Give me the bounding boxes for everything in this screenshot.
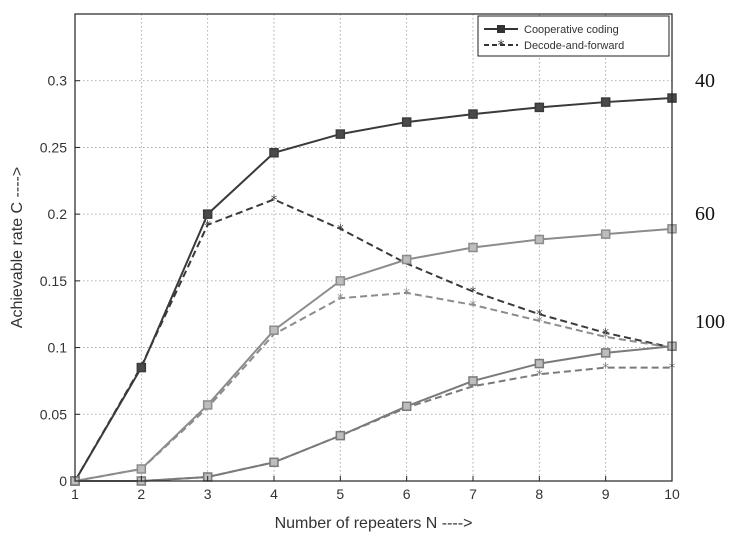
x-tick-label: 7 [469,486,477,502]
marker-cooperative-40 [468,109,478,119]
marker-cooperative-100 [401,401,412,412]
y-tick-label: 0.25 [40,139,67,155]
legend-box [477,15,670,57]
marker-cooperative-40 [534,102,545,113]
marker-cooperative-60 [202,400,213,410]
marker-cooperative-60 [468,242,478,253]
y-axis-label: Achievable rate C ----> [9,167,26,328]
marker-decode-forward-60: * [602,331,609,346]
marker-decode-forward-40: * [470,286,477,301]
marker-decode-forward-60: * [337,292,344,307]
x-tick-label: 4 [270,486,278,502]
series-cooperative-40 [74,97,673,482]
y-tick-label: 0.3 [48,73,68,89]
y-tick-label: 0.15 [40,273,67,289]
group-label-40: 40 [695,70,715,92]
marker-decode-forward-100: * [536,368,543,383]
marker-cooperative-40 [269,148,279,158]
series-cooperative-100 [75,345,673,482]
marker-decode-forward-100: * [602,362,609,377]
legend-marker-star: * [498,38,505,54]
group-label-100: 100 [695,311,725,333]
x-tick-label: 8 [535,486,543,502]
legend-label-cooperative: Cooperative coding [524,24,619,36]
x-tick-label: 1 [71,486,79,502]
series-cooperative-60 [74,227,673,482]
tick-layer: 1 2 3 4 5 6 7 8 9 10 0 0.05 0.1 0.15 0.2 0.25 0.3 [40,73,680,502]
legend-label-decode-forward: Decode-and-forward [524,40,624,52]
marker-cooperative-100 [269,457,279,468]
marker-cooperative-60 [269,325,279,335]
series-layer: ****************************** [70,93,677,490]
marker-cooperative-40 [401,117,412,127]
marker-decode-forward-40: * [204,219,211,234]
marker-cooperative-40 [335,129,346,139]
marker-cooperative-60 [335,276,346,286]
marker-decode-forward-40: * [536,308,543,323]
marker-decode-forward-100: * [470,380,477,395]
marker-cooperative-40 [202,209,213,219]
marker-cooperative-100 [468,376,478,386]
marker-cooperative-100 [600,348,611,358]
legend-marker-square [497,25,505,33]
x-axis-label: Number of repeaters N ----> [275,515,473,532]
y-tick-label: 0.05 [40,406,67,422]
legend: Cooperative coding * Decode-and-forward [477,15,670,57]
series-decode-forward-60 [74,291,673,482]
marker-decode-forward-40: * [337,223,344,238]
side-labels: 40 60 100 [695,70,725,333]
marker-cooperative-60 [600,229,611,239]
x-tick-label: 6 [403,486,411,502]
grid-layer [75,14,672,481]
plot-frame [74,13,673,482]
marker-decode-forward-60: * [470,299,477,314]
marker-cooperative-40 [136,362,147,373]
marker-cooperative-60 [401,254,412,265]
marker-cooperative-100 [534,358,545,369]
x-tick-label: 3 [204,486,212,502]
y-tick-label: 0.2 [48,206,68,222]
group-label-60: 60 [695,203,715,225]
marker-cooperative-40 [600,97,611,107]
series-decode-forward-40 [74,198,673,482]
marker-decode-forward-60: * [271,328,278,343]
y-tick-label: 0 [59,473,67,489]
series-decode-forward-100 [75,366,672,482]
marker-decode-forward-40: * [271,193,278,208]
marker-cooperative-60 [534,234,545,245]
x-tick-label: 10 [664,486,680,502]
y-tick-label: 0.1 [48,340,68,356]
marker-decode-forward-60: * [403,287,410,302]
marker-decode-forward-60: * [536,315,543,330]
marker-cooperative-60 [136,464,147,474]
marker-cooperative-100 [335,430,346,441]
x-tick-label: 9 [602,486,610,502]
x-tick-label: 2 [137,486,145,502]
marker-decode-forward-40: * [602,327,609,342]
x-tick-label: 5 [336,486,344,502]
marker-decode-forward-40: * [403,258,410,273]
